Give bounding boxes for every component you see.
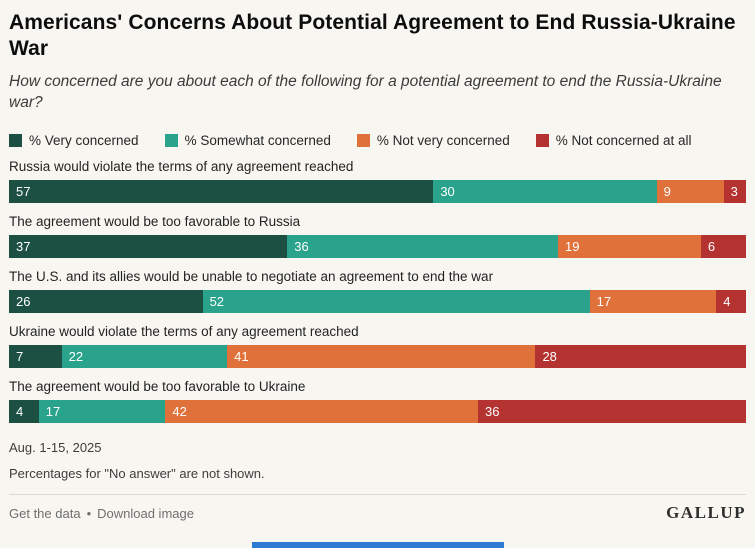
segment-value: 37 bbox=[16, 239, 31, 254]
segment-value: 4 bbox=[723, 294, 731, 309]
stacked-bar: 7 22 41 28 bbox=[9, 345, 747, 368]
segment-value: 26 bbox=[16, 294, 31, 309]
page-title: Americans' Concerns About Potential Agre… bbox=[9, 11, 736, 60]
stacked-bar: 26 52 17 4 bbox=[9, 290, 747, 313]
segment-value: 22 bbox=[68, 349, 84, 364]
stacked-bar: 37 36 19 6 bbox=[9, 235, 746, 258]
bar-segment[interactable]: 28 bbox=[535, 345, 747, 368]
bar-segment[interactable]: 26 bbox=[9, 290, 203, 313]
legend-swatch bbox=[164, 134, 178, 147]
segment-value: 4 bbox=[16, 404, 24, 419]
chart-subtitle: How concerned are you about each of the … bbox=[9, 73, 722, 111]
legend-item: % Somewhat concerned bbox=[164, 133, 331, 148]
footnote: Percentages for "No answer" are not show… bbox=[9, 466, 265, 481]
segment-value: 42 bbox=[172, 404, 187, 419]
category-label: Russia would violate the terms of any ag… bbox=[9, 159, 354, 174]
legend-label: % Somewhat concerned bbox=[184, 133, 331, 148]
bar-segment[interactable]: 52 bbox=[202, 290, 590, 313]
legend-item: % Not very concerned bbox=[356, 133, 510, 148]
bar-segment[interactable]: 57 bbox=[9, 180, 434, 203]
legend-label: % Not very concerned bbox=[376, 133, 510, 148]
bar-segment[interactable]: 6 bbox=[700, 235, 746, 258]
segment-value: 3 bbox=[730, 184, 738, 199]
chart-rows: Russia would violate the terms of any ag… bbox=[9, 158, 747, 423]
segment-value: 30 bbox=[440, 184, 455, 199]
segment-value: 52 bbox=[209, 294, 225, 309]
chart-row: Ukraine would violate the terms of any a… bbox=[9, 323, 747, 368]
category-label: The agreement would be too favorable to … bbox=[9, 379, 306, 394]
bar-segment[interactable]: 9 bbox=[656, 180, 724, 203]
category-label: The agreement would be too favorable to … bbox=[9, 214, 301, 229]
bar-segment[interactable]: 37 bbox=[9, 235, 288, 258]
segment-value: 7 bbox=[16, 349, 24, 364]
bar-segment[interactable]: 36 bbox=[478, 400, 747, 423]
legend-item: % Very concerned bbox=[9, 133, 139, 148]
legend-label: % Very concerned bbox=[29, 133, 139, 148]
bar-segment[interactable]: 7 bbox=[9, 345, 62, 368]
gallup-logo: GALLUP bbox=[666, 503, 746, 522]
segment-value: 17 bbox=[45, 404, 61, 419]
segment-value: 17 bbox=[596, 294, 612, 309]
segment-value: 9 bbox=[663, 184, 671, 199]
segment-value: 41 bbox=[234, 349, 249, 364]
category-label: The U.S. and its allies would be unable … bbox=[9, 269, 494, 284]
date-range: Aug. 1-15, 2025 bbox=[9, 440, 102, 455]
download-image-link[interactable]: Download image bbox=[97, 505, 194, 521]
link-separator: • bbox=[86, 505, 92, 521]
segment-value: 57 bbox=[16, 184, 31, 199]
segment-value: 36 bbox=[294, 239, 309, 254]
bar-segment[interactable]: 22 bbox=[61, 345, 228, 368]
stacked-bar: 57 30 9 3 bbox=[9, 180, 746, 203]
stacked-bar: 4 17 42 36 bbox=[9, 400, 747, 423]
chart-row: The agreement would be too favorable to … bbox=[9, 213, 746, 258]
bar-segment[interactable]: 17 bbox=[38, 400, 166, 423]
legend-swatch bbox=[535, 134, 549, 147]
chart-row: Russia would violate the terms of any ag… bbox=[9, 158, 746, 203]
legend-item: % Not concerned at all bbox=[535, 133, 692, 148]
bar-segment[interactable]: 17 bbox=[589, 290, 717, 313]
segment-value: 19 bbox=[564, 239, 580, 254]
bar-segment[interactable]: 4 bbox=[716, 290, 747, 313]
category-label: Ukraine would violate the terms of any a… bbox=[9, 324, 359, 339]
bottom-blue-strip bbox=[251, 542, 504, 548]
bar-segment[interactable]: 4 bbox=[9, 400, 39, 423]
bar-segment[interactable]: 19 bbox=[557, 235, 701, 258]
legend-swatch bbox=[356, 134, 370, 147]
chart-links: Get the data • Download image bbox=[9, 506, 194, 521]
chart-legend: % Very concerned % Somewhat concerned % No… bbox=[9, 133, 746, 148]
get-data-link[interactable]: Get the data bbox=[9, 505, 81, 521]
chart-row: The U.S. and its allies would be unable … bbox=[9, 268, 747, 313]
bar-segment[interactable]: 3 bbox=[723, 180, 746, 203]
bar-segment[interactable]: 36 bbox=[287, 235, 558, 258]
chart-row: The agreement would be too favorable to … bbox=[9, 378, 747, 423]
segment-value: 36 bbox=[485, 404, 500, 419]
segment-value: 6 bbox=[707, 239, 716, 254]
bar-segment[interactable]: 42 bbox=[165, 400, 479, 423]
bar-segment[interactable]: 41 bbox=[227, 345, 536, 368]
legend-label: % Not concerned at all bbox=[555, 133, 692, 148]
legend-swatch bbox=[9, 134, 22, 147]
segment-value: 28 bbox=[542, 349, 557, 364]
bottom-toolbar: Get the data • Download image GALLUP bbox=[9, 494, 746, 523]
bar-segment[interactable]: 30 bbox=[433, 180, 657, 203]
